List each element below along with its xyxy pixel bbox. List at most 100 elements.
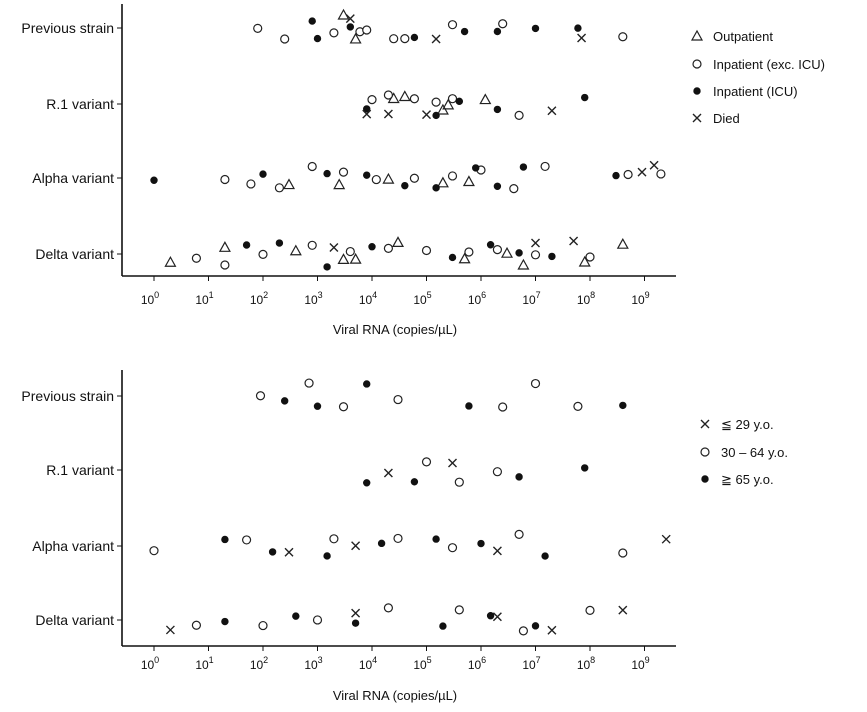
- x-tick-label-10-9: 109: [631, 655, 649, 672]
- point-inpatient-exc-icu: [274, 183, 285, 193]
- x-tick-label-10-7: 107: [522, 290, 540, 307]
- point-30-64-y-o: [258, 620, 268, 631]
- legend-marker-65-y-o: [701, 475, 709, 483]
- point-inpatient-exc-icu: [618, 32, 628, 42]
- x-tick-label-10-4: 104: [359, 655, 377, 672]
- point-outpatient: [578, 255, 591, 267]
- point-inpatient-exc-icu: [409, 94, 420, 104]
- point-outpatient: [337, 253, 350, 265]
- point-died: [637, 167, 647, 177]
- point-inpatient-icu: [472, 164, 480, 172]
- point-died: [422, 110, 431, 120]
- point-outpatient: [442, 98, 455, 110]
- x-tick-label-10-8: 108: [577, 655, 595, 672]
- point-30-64-y-o: [383, 603, 394, 613]
- panel-2: Previous strain R.1 variant Alpha variant D…: [21, 370, 788, 703]
- point-outpatient: [517, 258, 530, 270]
- point-inpatient-icu: [150, 176, 158, 184]
- point-outpatient: [349, 32, 362, 44]
- point-inpatient-icu: [323, 169, 331, 178]
- point-inpatient-exc-icu: [623, 169, 633, 180]
- point-inpatient-icu: [363, 105, 371, 113]
- point-29-y-o: [284, 547, 294, 557]
- point-65-y-o: [515, 473, 523, 481]
- x-tick-label-10-0: 100: [141, 290, 159, 307]
- category-label-delta-variant: Delta variant: [35, 612, 114, 628]
- point-inpatient-exc-icu: [220, 260, 230, 270]
- point-65-y-o: [619, 401, 627, 410]
- legend-marker-29-y-o: [700, 419, 710, 429]
- point-outpatient: [289, 244, 302, 256]
- point-outpatient: [218, 241, 231, 252]
- point-inpatient-exc-icu: [409, 173, 420, 183]
- x-axis-title: Viral RNA (copies/µL): [333, 322, 457, 337]
- x-tick-label-10-1: 101: [195, 655, 213, 672]
- point-65-y-o: [313, 402, 322, 410]
- point-inpatient-icu: [455, 97, 464, 106]
- point-inpatient-exc-icu: [585, 252, 595, 262]
- point-died: [547, 106, 557, 116]
- point-29-y-o: [351, 608, 361, 618]
- point-outpatient: [458, 252, 471, 264]
- point-29-y-o: [165, 625, 175, 635]
- point-inpatient-exc-icu: [656, 169, 666, 179]
- point-30-64-y-o: [454, 477, 464, 487]
- point-inpatient-exc-icu: [530, 250, 541, 260]
- point-30-64-y-o: [421, 457, 432, 467]
- point-inpatient-exc-icu: [447, 171, 458, 181]
- point-inpatient-exc-icu: [362, 25, 372, 35]
- point-inpatient-icu: [531, 24, 540, 33]
- point-29-y-o: [448, 458, 457, 468]
- point-inpatient-exc-icu: [509, 184, 519, 194]
- point-30-64-y-o: [191, 620, 202, 630]
- point-died: [345, 14, 355, 24]
- point-inpatient-exc-icu: [421, 245, 432, 256]
- point-inpatient-icu: [493, 105, 502, 114]
- legend-marker-died: [692, 113, 702, 123]
- legend-marker-inpatient-icu: [693, 87, 701, 95]
- legend-label-30-64-y-o: 30 – 64 y.o.: [721, 445, 788, 460]
- point-30-64-y-o: [618, 548, 628, 558]
- point-29-y-o: [351, 541, 361, 551]
- point-inpatient-exc-icu: [464, 247, 474, 257]
- x-axis-title: Viral RNA (copies/µL): [333, 688, 457, 703]
- point-inpatient-exc-icu: [307, 240, 317, 250]
- legend-marker-inpatient-exc-icu: [692, 59, 702, 69]
- legend-marker-outpatient: [690, 29, 704, 41]
- point-30-64-y-o: [514, 529, 524, 539]
- point-inpatient-icu: [574, 24, 582, 32]
- point-30-64-y-o: [393, 533, 403, 544]
- point-inpatient-exc-icu: [345, 246, 355, 257]
- point-outpatient: [349, 252, 362, 264]
- point-outpatient: [337, 8, 350, 20]
- point-inpatient-icu: [432, 184, 440, 192]
- legend-label-outpatient: Outpatient: [713, 29, 773, 44]
- point-65-y-o: [531, 622, 540, 630]
- point-inpatient-icu: [486, 241, 495, 249]
- point-inpatient-exc-icu: [280, 34, 290, 44]
- legend-label-inpatient-exc-icu: Inpatient (exc. ICU): [713, 57, 825, 72]
- point-died: [577, 33, 587, 43]
- point-65-y-o: [486, 612, 495, 620]
- x-tick-label-10-5: 105: [413, 290, 431, 307]
- point-died: [383, 109, 393, 119]
- point-outpatient: [333, 178, 346, 190]
- point-65-y-o: [377, 539, 386, 548]
- point-65-y-o: [410, 478, 419, 486]
- point-65-y-o: [268, 548, 277, 556]
- point-outpatient: [391, 236, 405, 248]
- point-30-64-y-o: [530, 378, 541, 389]
- point-inpatient-exc-icu: [220, 174, 230, 185]
- point-died: [649, 160, 659, 170]
- x-tick-label-10-6: 106: [468, 290, 486, 307]
- point-outpatient: [436, 176, 449, 188]
- point-65-y-o: [581, 464, 589, 472]
- point-30-64-y-o: [255, 391, 266, 401]
- point-30-64-y-o: [447, 543, 458, 553]
- point-29-y-o: [492, 546, 502, 556]
- legend-marker-30-64-y-o: [700, 447, 710, 457]
- point-inpatient-exc-icu: [514, 110, 524, 120]
- point-inpatient-icu: [432, 111, 440, 120]
- point-65-y-o: [280, 397, 289, 405]
- point-inpatient-icu: [259, 170, 267, 178]
